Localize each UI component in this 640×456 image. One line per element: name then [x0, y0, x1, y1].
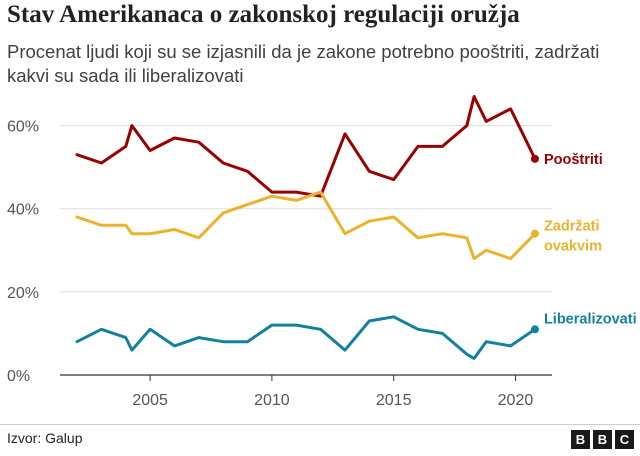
- y-tick-label: 60%: [7, 119, 39, 136]
- y-tick-label: 40%: [7, 202, 39, 219]
- line-chart: 0% 20% 40% 60% 2005 2010 2015 2020 Pooštriti Za…: [7, 95, 637, 409]
- series-end-marker-2: [530, 325, 539, 334]
- series-line-1: [75, 190, 537, 261]
- chart-title: Stav Amerikanaca o zakonskoj regulaciji …: [7, 1, 520, 28]
- y-axis-ticks: 0% 20% 40% 60%: [7, 119, 39, 385]
- x-axis-ticks: 2005 2010 2015 2020: [132, 375, 533, 409]
- series-label-2: Liberalizovati: [544, 311, 637, 327]
- series-labels: Pooštriti Zadržati ovakvim Liberalizovati: [544, 152, 637, 327]
- y-tick-label: 20%: [7, 285, 39, 302]
- series-lines: [75, 95, 539, 360]
- footer-divider: [0, 424, 640, 425]
- gridlines: [60, 125, 552, 293]
- series-line-2: [75, 315, 537, 360]
- x-tick-label: 2005: [132, 392, 168, 409]
- bbc-logo-letter-b2: B: [593, 430, 612, 449]
- chart-subtitle: Procenat ljudi koji su se izjasnili da j…: [7, 41, 600, 86]
- series-label-1: ovakvim: [544, 239, 602, 255]
- y-tick-label: 0%: [7, 368, 30, 385]
- bbc-logo-letter-b1: B: [571, 430, 590, 449]
- x-tick-label: 2020: [498, 392, 534, 409]
- x-tick-label: 2010: [254, 392, 290, 409]
- series-label-1: Zadržati: [544, 219, 600, 235]
- series-end-marker-1: [530, 229, 539, 238]
- x-tick-label: 2015: [376, 392, 412, 409]
- series-line-0: [75, 95, 537, 198]
- bbc-logo: B B C: [571, 430, 634, 449]
- bbc-logo-letter-c: C: [615, 430, 634, 449]
- source-note: Izvor: Galup: [7, 430, 83, 446]
- series-end-marker-0: [530, 154, 539, 163]
- series-label-0: Pooštriti: [544, 152, 603, 168]
